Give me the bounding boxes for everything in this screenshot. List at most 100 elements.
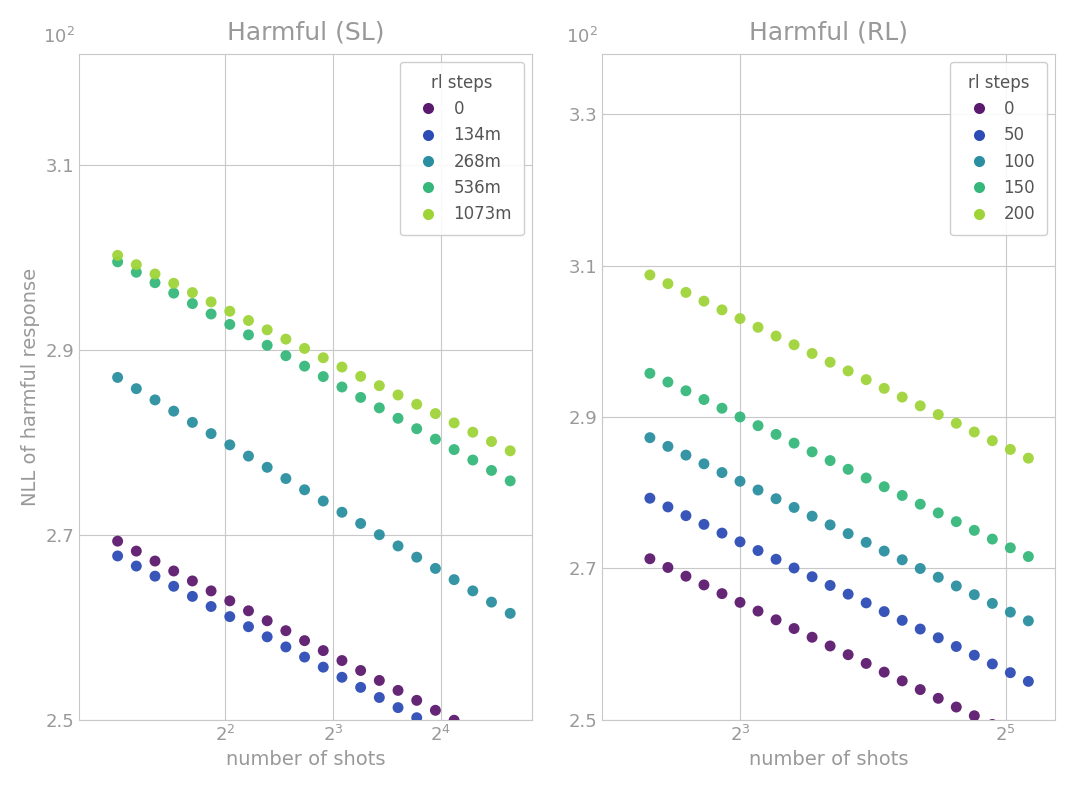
100 xyxy=(804,510,821,522)
50 xyxy=(660,501,677,514)
0 xyxy=(767,614,784,626)
100 xyxy=(1020,615,1037,627)
268m xyxy=(390,540,407,552)
536m xyxy=(501,475,519,487)
0 xyxy=(222,595,239,608)
1073m xyxy=(483,435,500,448)
1073m xyxy=(258,323,275,336)
50 xyxy=(965,649,982,661)
134m xyxy=(445,732,463,744)
268m xyxy=(296,483,313,496)
1073m xyxy=(408,398,425,411)
0 xyxy=(948,701,965,713)
134m xyxy=(314,661,331,674)
150 xyxy=(858,472,875,484)
0 xyxy=(965,709,982,722)
100 xyxy=(785,501,803,514)
536m xyxy=(258,339,275,352)
100 xyxy=(1002,606,1019,619)
268m xyxy=(165,404,182,417)
200 xyxy=(767,329,784,342)
150 xyxy=(821,454,838,467)
268m xyxy=(501,607,519,619)
536m xyxy=(427,433,444,446)
Legend: 0, 134m, 268m, 536m, 1073m: 0, 134m, 268m, 536m, 1073m xyxy=(400,62,524,235)
50 xyxy=(804,570,821,583)
150 xyxy=(749,419,766,432)
Y-axis label: NLL of harmful response: NLL of harmful response xyxy=(20,268,40,506)
0 xyxy=(184,574,201,587)
134m xyxy=(258,630,275,643)
0 xyxy=(1002,727,1019,739)
536m xyxy=(146,276,164,289)
Legend: 0, 50, 100, 150, 200: 0, 50, 100, 150, 200 xyxy=(950,62,1047,235)
200 xyxy=(893,391,910,404)
268m xyxy=(334,506,351,518)
100 xyxy=(713,466,731,479)
0 xyxy=(390,684,407,697)
134m xyxy=(501,762,519,774)
150 xyxy=(839,463,856,476)
Text: $10^2$: $10^2$ xyxy=(566,27,598,47)
268m xyxy=(202,427,220,440)
1073m xyxy=(352,370,369,382)
536m xyxy=(240,329,257,341)
0 xyxy=(258,615,275,627)
0 xyxy=(278,624,295,637)
536m xyxy=(445,443,463,456)
200 xyxy=(660,277,677,290)
0 xyxy=(713,587,731,600)
0 xyxy=(464,724,481,736)
200 xyxy=(965,426,982,438)
200 xyxy=(948,417,965,430)
100 xyxy=(732,475,749,487)
134m xyxy=(165,580,182,592)
Text: $10^2$: $10^2$ xyxy=(43,27,74,47)
536m xyxy=(109,255,126,268)
100 xyxy=(641,431,659,444)
536m xyxy=(334,381,351,393)
268m xyxy=(278,472,295,485)
0 xyxy=(930,692,947,705)
1073m xyxy=(165,277,182,290)
134m xyxy=(146,570,164,582)
134m xyxy=(278,641,295,653)
100 xyxy=(858,536,875,549)
0 xyxy=(1020,735,1037,748)
1073m xyxy=(278,333,295,345)
0 xyxy=(911,683,929,696)
150 xyxy=(930,506,947,519)
100 xyxy=(660,440,677,453)
0 xyxy=(427,704,444,717)
134m xyxy=(390,702,407,714)
134m xyxy=(202,600,220,613)
268m xyxy=(408,551,425,563)
134m xyxy=(408,711,425,724)
1073m xyxy=(296,342,313,355)
150 xyxy=(911,498,929,510)
200 xyxy=(983,435,1001,447)
200 xyxy=(732,312,749,325)
0 xyxy=(983,718,1001,731)
50 xyxy=(821,579,838,592)
100 xyxy=(965,589,982,601)
200 xyxy=(785,338,803,351)
1073m xyxy=(427,408,444,420)
1073m xyxy=(314,352,331,364)
0 xyxy=(858,657,875,670)
100 xyxy=(695,457,712,470)
150 xyxy=(1020,550,1037,562)
150 xyxy=(948,515,965,528)
200 xyxy=(911,400,929,412)
0 xyxy=(501,743,519,756)
150 xyxy=(804,446,821,458)
536m xyxy=(165,287,182,299)
0 xyxy=(893,675,910,687)
200 xyxy=(821,356,838,368)
200 xyxy=(641,269,659,281)
50 xyxy=(858,596,875,609)
50 xyxy=(1002,666,1019,679)
200 xyxy=(1020,452,1037,465)
150 xyxy=(677,385,694,397)
150 xyxy=(1002,541,1019,554)
